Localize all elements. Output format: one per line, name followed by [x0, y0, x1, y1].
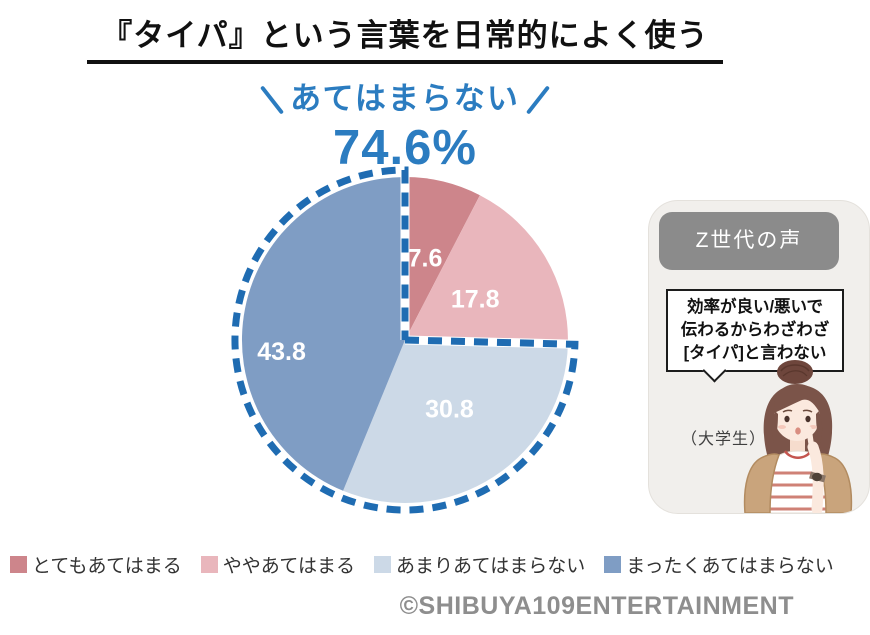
- highlight-dashed-outline: [231, 166, 579, 514]
- pie-slice: [343, 340, 568, 503]
- legend-label: とてもあてはまる: [32, 556, 182, 577]
- legend-swatch: [200, 556, 218, 573]
- highlight-value: 74.6%: [333, 121, 477, 175]
- slash-left-decoration: [260, 84, 285, 115]
- legend-label: あまりあてはまらない: [395, 556, 586, 577]
- quote-attribution: （大学生）: [681, 431, 767, 448]
- quote-line-2: 伝わるからわざわざ: [680, 321, 830, 339]
- highlight-callout: あてはまらない: [0, 73, 810, 118]
- legend-item: まったくあてはまらない: [604, 551, 834, 578]
- girl-illustration: [743, 360, 853, 513]
- legend-swatch: [373, 556, 391, 573]
- pie-value-label: 43.8: [257, 338, 306, 366]
- legend-item: あまりあてはまらない: [373, 551, 586, 578]
- legend-label: まったくあてはまらない: [626, 556, 834, 577]
- pie-value-label: 17.8: [451, 286, 500, 314]
- legend-label: ややあてはまる: [222, 556, 355, 577]
- chart-legend: とてもあてはまる ややあてはまる あまりあてはまらない まったくあてはまらない: [10, 551, 834, 578]
- slice-separator: [404, 335, 571, 349]
- legend-item: ややあてはまる: [200, 551, 355, 578]
- slash-right-decoration: [525, 84, 550, 115]
- quote-line-1: 効率が良い/悪いで: [686, 298, 824, 316]
- pie-slice: [405, 195, 568, 345]
- pie-value-label: 7.6: [408, 245, 443, 273]
- quote-line-3: [タイパ]と言わない: [683, 344, 827, 362]
- header-column: 『タイパ』という言葉を日常的によく使う あてはまらない 74.6%: [0, 0, 810, 176]
- highlight-label: あてはまらない: [290, 81, 520, 116]
- legend-swatch: [604, 556, 622, 573]
- legend-item: とてもあてはまる: [10, 551, 182, 578]
- copyright-text: ©SHIBUYA109ENTERTAINMENT: [399, 592, 794, 620]
- quote-text: 効率が良い/悪いで 伝わるからわざわざ [タイパ]と言わない: [670, 296, 840, 365]
- quote-speech-bubble: 効率が良い/悪いで 伝わるからわざわざ [タイパ]と言わない: [666, 289, 844, 383]
- legend-swatch: [10, 556, 27, 573]
- genz-voice-panel: Z世代の声 効率が良い/悪いで 伝わるからわざわざ [タイパ]と言わない （大学…: [648, 200, 870, 514]
- page-title: 『タイパ』という言葉を日常的によく使う: [87, 10, 723, 64]
- pie-slice: [241, 176, 405, 491]
- pie-slice: [405, 177, 480, 340]
- panel-header-badge: Z世代の声: [659, 212, 839, 270]
- pie-value-label: 30.8: [425, 395, 474, 423]
